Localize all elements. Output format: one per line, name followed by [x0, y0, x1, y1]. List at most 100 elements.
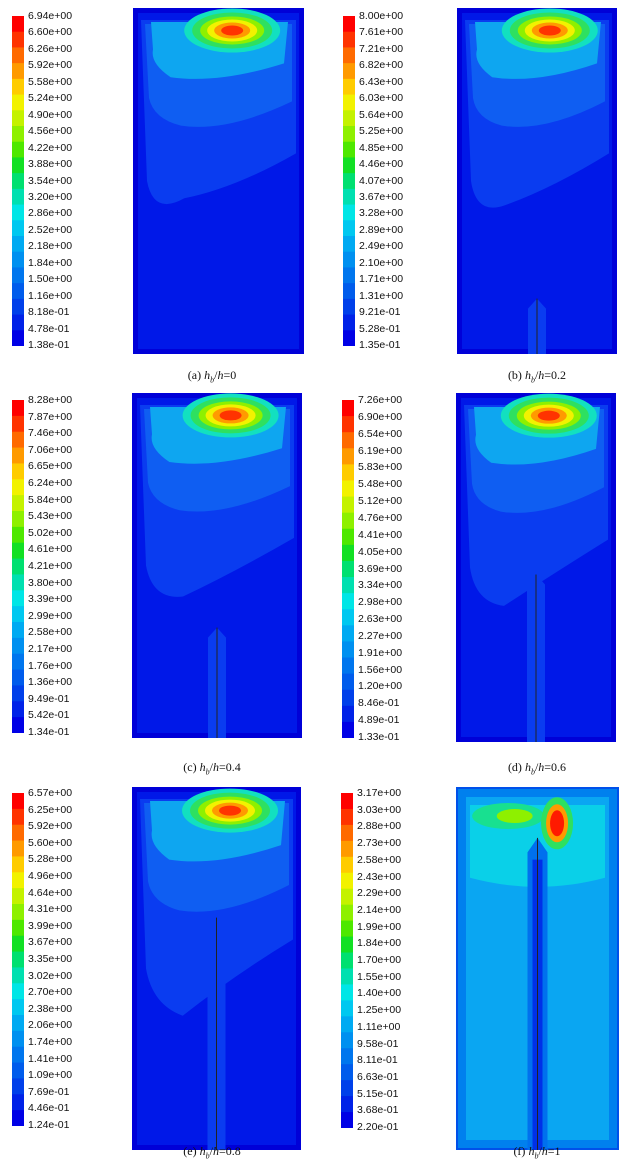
caption-slash: / — [214, 368, 218, 382]
colorbar-segment — [12, 701, 24, 718]
colorbar-segment — [12, 1062, 24, 1080]
colorbar-segment — [343, 220, 355, 237]
colorbar-segment — [12, 622, 24, 639]
colorbar-tick-label: 2.27e+00 — [358, 629, 403, 642]
caption-var: h — [528, 1144, 535, 1158]
colorbar-segment — [341, 872, 353, 890]
colorbar-segment — [341, 824, 353, 842]
colorbar-tick-label: 1.41e+00 — [28, 1052, 73, 1065]
colorbar-tick-label: 6.03e+00 — [359, 92, 404, 105]
colorbar-tick-label: 7.21e+00 — [359, 42, 404, 55]
colorbar-segment — [342, 432, 354, 449]
colorbar-segment — [341, 952, 353, 970]
colorbar-tick-label: 2.86e+00 — [28, 207, 73, 220]
colorbar-segment — [341, 1032, 353, 1049]
caption-var: h — [524, 368, 531, 382]
contour-hotspot-ring — [550, 810, 565, 837]
colorbar-segment — [342, 416, 354, 433]
colorbar-segment — [341, 1080, 353, 1097]
colorbar-tick-label: 4.31e+00 — [28, 903, 73, 916]
colorbar-tick-label: 9.21e-01 — [359, 306, 401, 319]
caption-f: (f) hb/h=1 — [497, 1144, 577, 1160]
colorbar-segment — [341, 1048, 353, 1065]
colorbar-segment — [342, 705, 354, 723]
contour-hotspot-ring — [219, 805, 242, 816]
colorbar-tick-label: 4.78e-01 — [28, 322, 70, 335]
colorbar-segment — [12, 173, 24, 190]
colorbar-segment — [12, 951, 24, 969]
colorbar-tick-label: 3.68e-01 — [357, 1104, 399, 1117]
colorbar-segment — [12, 220, 24, 237]
colorbar-tick-label: 1.56e+00 — [358, 663, 403, 676]
colorbar-segment — [12, 637, 24, 655]
caption-d: (d) hb/h=0.6 — [497, 760, 577, 776]
colorbar-segment — [342, 512, 354, 530]
colorbar-segment — [342, 496, 354, 514]
colorbar-segment — [343, 173, 355, 190]
colorbar-tick-label: 1.84e+00 — [357, 937, 402, 950]
colorbar-tick-label: 1.20e+00 — [358, 680, 403, 693]
caption-var2: h — [217, 368, 224, 382]
colorbar-tick-label: 2.18e+00 — [28, 240, 73, 253]
colorbar-tick-label: 3.88e+00 — [28, 158, 73, 171]
colorbar-tick-label: 4.46e+00 — [359, 158, 404, 171]
colorbar-segment — [343, 267, 355, 284]
colorbar-segment — [12, 447, 24, 465]
colorbar-segment — [342, 609, 354, 626]
colorbar-tick-label: 2.38e+00 — [28, 1002, 73, 1015]
colorbar-tick-label: 7.26e+00 — [358, 394, 403, 406]
colorbar-segment — [12, 78, 24, 96]
colorbar-c — [12, 400, 24, 733]
colorbar-tick-label: 1.35e-01 — [359, 339, 401, 351]
colorbar-tick-label: 4.21e+00 — [28, 560, 73, 572]
colorbar-segment — [342, 448, 354, 465]
caption-var2: h — [538, 368, 545, 382]
colorbar-tick-label: 2.58e+00 — [357, 853, 402, 866]
colorbar-tick-label: 3.99e+00 — [28, 919, 73, 932]
contour-plot-a — [133, 8, 304, 354]
colorbar-segment — [343, 78, 355, 96]
colorbar-segment — [12, 1046, 24, 1064]
colorbar-segment — [343, 31, 355, 49]
colorbar-tick-label: 5.42e-01 — [28, 709, 70, 722]
colorbar-segment — [12, 400, 24, 417]
colorbar-tick-label: 4.76e+00 — [358, 511, 403, 524]
colorbar-tick-label: 6.82e+00 — [359, 59, 404, 72]
colorbar-segment — [12, 526, 24, 544]
colorbar-tick-label: 1.84e+00 — [28, 256, 73, 269]
colorbar-tick-label: 2.58e+00 — [28, 626, 73, 639]
caption-label: (e) — [183, 1144, 200, 1158]
caption-subscript: b — [530, 767, 535, 777]
caption-subscript: b — [210, 375, 215, 385]
colorbar-tick-label: 4.96e+00 — [28, 870, 73, 882]
colorbar-tick-label: 7.87e+00 — [28, 410, 73, 423]
caption-b: (b) hb/h=0.2 — [497, 368, 577, 384]
colorbar-tick-label: 6.24e+00 — [28, 477, 73, 489]
colorbar-segment — [343, 94, 355, 111]
colorbar-segment — [341, 968, 353, 986]
colorbar-tick-label: 2.99e+00 — [28, 609, 73, 622]
colorbar-segment — [12, 63, 24, 80]
caption-slash: / — [534, 368, 539, 382]
colorbar-tick-label: 1.76e+00 — [28, 659, 73, 672]
colorbar-tick-label: 6.26e+00 — [28, 42, 73, 55]
caption-subscript: b — [534, 1151, 539, 1161]
colorbar-tick-label: 2.98e+00 — [358, 596, 403, 609]
colorbar-segment — [342, 689, 354, 707]
colorbar-segment — [343, 141, 355, 159]
colorbar-segment — [12, 188, 24, 206]
colorbar-tick-label: 1.31e+00 — [359, 289, 404, 302]
colorbar-segment — [342, 544, 354, 562]
caption-subscript: b — [205, 767, 210, 777]
colorbar-segment — [12, 574, 24, 591]
colorbar-segment — [12, 204, 24, 221]
colorbar-tick-label: 5.28e+00 — [28, 853, 73, 866]
colorbar-segment — [343, 236, 355, 253]
caption-var2: h — [541, 1144, 548, 1158]
colorbar-tick-label: 2.49e+00 — [359, 240, 404, 253]
colorbar-segment — [12, 298, 24, 316]
colorbar-segment — [343, 314, 355, 331]
caption-var2: h — [212, 1144, 219, 1158]
colorbar-segment — [12, 888, 24, 905]
colorbar-segment — [343, 251, 355, 269]
